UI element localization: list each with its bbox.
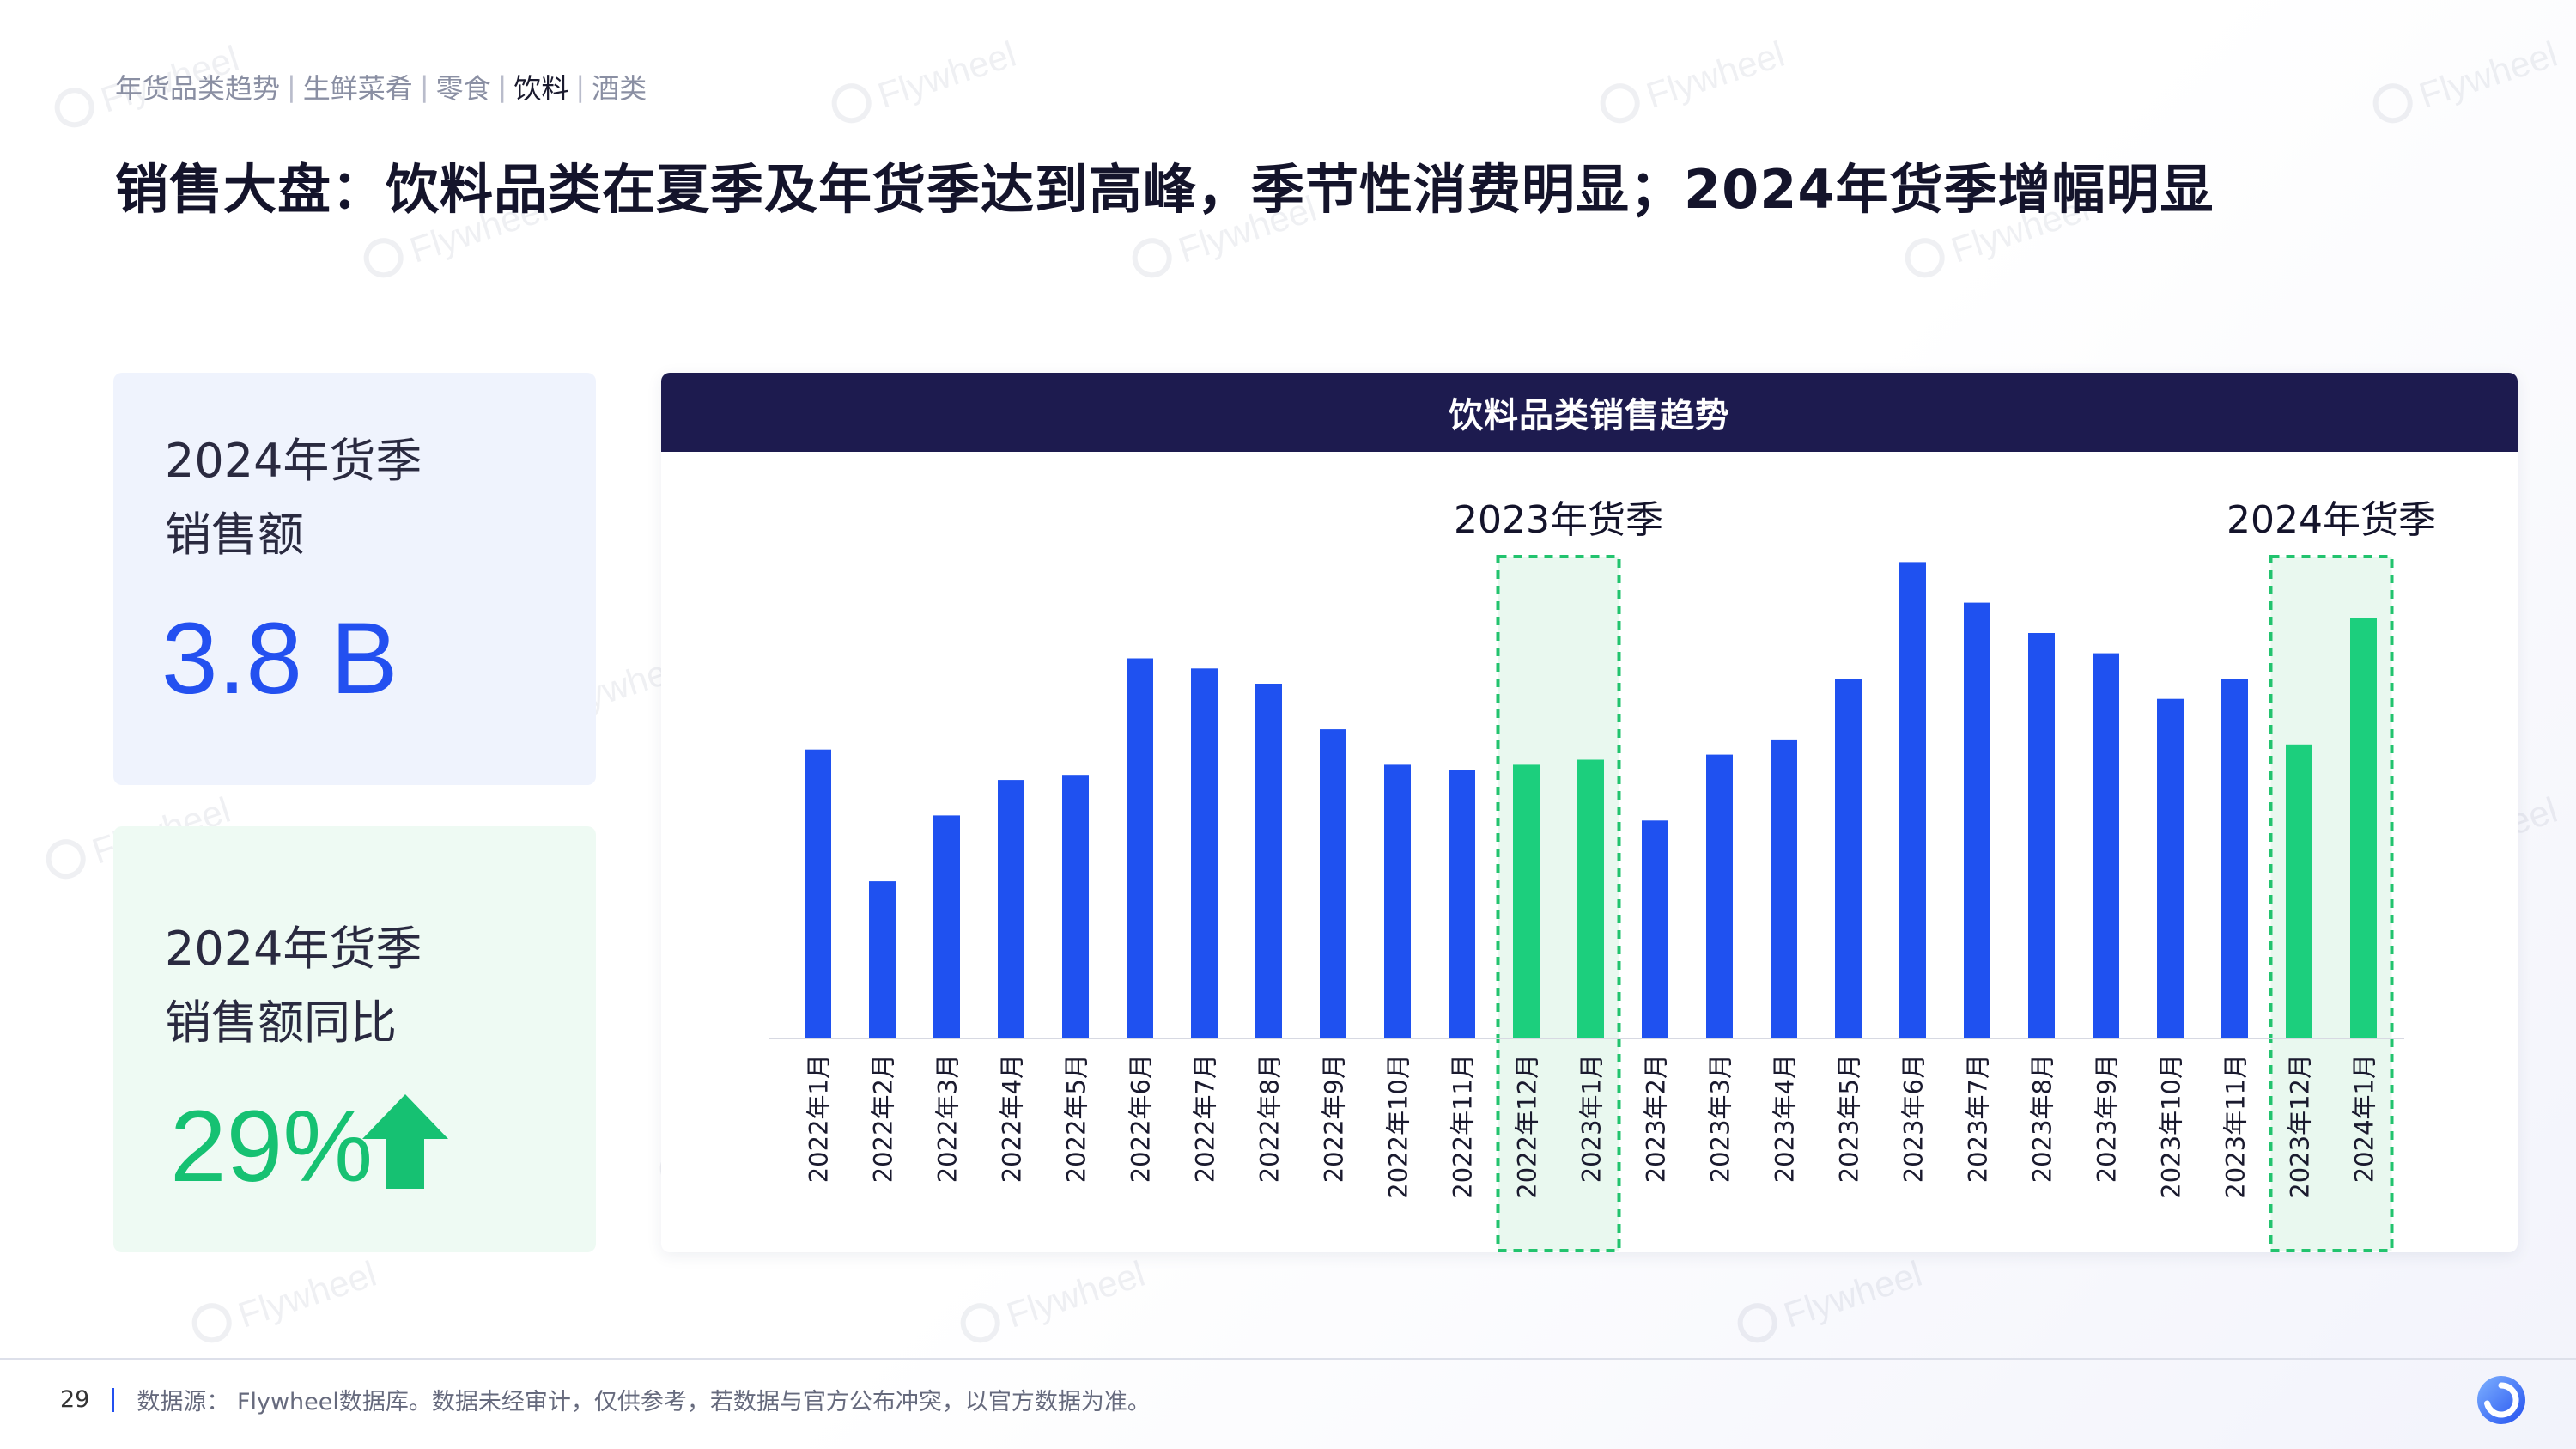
breadcrumb-separator: |	[575, 70, 586, 103]
page-title: 销售大盘：饮料品类在夏季及年货季达到高峰，季节性消费明显；2024年货季增幅明显	[115, 158, 2215, 221]
kpi-card-sales: 2024年货季 销售额 3.8 B	[113, 373, 596, 785]
bar	[1127, 658, 1153, 1038]
bar	[1255, 684, 1282, 1038]
watermark-text: Flywheel	[956, 1251, 1150, 1351]
x-tick-label: 2022年2月	[869, 1054, 898, 1183]
x-tick-label: 2022年9月	[1320, 1054, 1349, 1183]
breadcrumb-item-snacks[interactable]: 零食	[435, 72, 491, 105]
kpi-card-yoy: 2024年货季 销售额同比 29%	[113, 826, 596, 1252]
bar-chart: 2023年货季 2024年货季 2022年1月 2022年2月 2022年3月 2022年…	[769, 498, 2436, 1252]
bar	[2350, 618, 2377, 1038]
bar	[1706, 754, 1733, 1038]
breadcrumb-separator: |	[287, 70, 296, 103]
page-number: 29	[60, 1386, 90, 1413]
breadcrumb: 年货品类趋势 | 生鲜菜肴 | 零食 | 饮料 | 酒类	[115, 67, 647, 107]
x-tick-label: 2023年4月	[1771, 1054, 1800, 1183]
x-tick-label: 2023年11月	[2221, 1054, 2251, 1199]
kpi-label: 2024年货季 销售额	[165, 424, 422, 572]
bar	[1062, 775, 1089, 1038]
x-tick-label: 2023年1月	[1577, 1054, 1607, 1183]
x-tick-label: 2022年10月	[1384, 1054, 1413, 1199]
footer: 29 数据源： Flywheel数据库。数据未经审计，仅供参考，若数据与官方公布…	[60, 1383, 1151, 1416]
bar	[1642, 820, 1668, 1038]
bar	[1191, 668, 1218, 1038]
x-tick-label: 2022年7月	[1191, 1054, 1220, 1183]
kpi-label: 2024年货季 销售额同比	[165, 912, 422, 1060]
footer-separator	[112, 1387, 115, 1412]
chart-title: 饮料品类销售趋势	[661, 373, 2518, 452]
kpi-value-sales: 3.8 B	[161, 602, 398, 715]
x-tick-label: 2022年11月	[1449, 1054, 1478, 1199]
bar	[1577, 759, 1604, 1038]
bar	[1771, 739, 1797, 1038]
x-tick-label: 2023年3月	[1706, 1054, 1735, 1183]
bar	[2221, 679, 2248, 1038]
x-tick-label: 2023年9月	[2093, 1054, 2122, 1183]
breadcrumb-item-annual-trends[interactable]: 年货品类趋势	[115, 72, 281, 105]
kpi-label-line1: 2024年货季	[165, 434, 422, 488]
bar	[1513, 764, 1540, 1038]
chart-card: 2023年货季 2024年货季 2022年1月 2022年2月 2022年3月 2022年…	[661, 373, 2518, 1252]
x-tick-label: 2022年5月	[1062, 1054, 1091, 1183]
bar	[1384, 764, 1411, 1038]
bar	[869, 881, 896, 1038]
x-tick-label: 2023年5月	[1835, 1054, 1864, 1183]
x-tick-label: 2023年8月	[2028, 1054, 2057, 1183]
flywheel-logo-icon	[2477, 1376, 2525, 1424]
kpi-label-line1: 2024年货季	[165, 922, 422, 976]
watermark-text: Flywheel	[1733, 1251, 1927, 1351]
bar	[1899, 562, 1926, 1038]
x-tick-label: 2023年2月	[1642, 1054, 1671, 1183]
x-tick-label: 2024年1月	[2350, 1054, 2379, 1183]
bar	[1964, 602, 1990, 1038]
kpi-value-yoy: 29%	[170, 1090, 374, 1203]
bar	[933, 815, 960, 1038]
data-source-note: 数据源： Flywheel数据库。数据未经审计，仅供参考，若数据与官方公布冲突，…	[137, 1389, 1151, 1416]
x-tick-label: 2022年12月	[1513, 1054, 1542, 1199]
bar	[1835, 679, 1862, 1038]
watermark-text: Flywheel	[1595, 32, 1789, 131]
breadcrumb-separator: |	[497, 70, 507, 103]
bar	[1449, 770, 1475, 1038]
bar	[998, 780, 1024, 1038]
breadcrumb-item-fresh-food[interactable]: 生鲜菜肴	[302, 72, 413, 105]
watermark-text: Flywheel	[187, 1251, 381, 1351]
footer-divider	[0, 1358, 2576, 1360]
x-tick-label: 2023年6月	[1899, 1054, 1929, 1183]
kpi-label-line2: 销售额同比	[165, 995, 397, 1050]
bar	[2157, 698, 2184, 1038]
x-tick-label: 2023年12月	[2286, 1054, 2315, 1199]
bar	[2286, 744, 2312, 1038]
up-arrow-icon	[362, 1094, 448, 1189]
breadcrumb-separator: |	[419, 70, 429, 103]
x-tick-label: 2022年3月	[933, 1054, 963, 1183]
bar	[1320, 729, 1346, 1038]
bar	[2028, 633, 2055, 1038]
x-tick-label: 2022年4月	[998, 1054, 1027, 1183]
watermark-text: Flywheel	[827, 32, 1021, 131]
watermark-text: Flywheel	[2368, 32, 2562, 131]
x-tick-label: 2023年10月	[2157, 1054, 2186, 1199]
bar	[2093, 653, 2119, 1038]
highlight-frame-label: 2023年货季	[1454, 498, 1663, 542]
kpi-label-line2: 销售额	[165, 508, 304, 562]
x-tick-label: 2022年6月	[1127, 1054, 1156, 1183]
x-tick-label: 2023年7月	[1964, 1054, 1993, 1183]
breadcrumb-item-beverages[interactable]: 饮料	[513, 72, 569, 105]
breadcrumb-item-liquor[interactable]: 酒类	[592, 72, 647, 105]
highlight-frame-label: 2024年货季	[2227, 498, 2436, 542]
x-tick-label: 2022年8月	[1255, 1054, 1285, 1183]
bar	[805, 749, 831, 1038]
x-tick-label: 2022年1月	[805, 1054, 834, 1183]
